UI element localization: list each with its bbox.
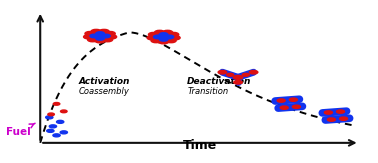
Circle shape	[163, 30, 173, 35]
Circle shape	[327, 118, 335, 121]
Circle shape	[165, 35, 174, 39]
Circle shape	[170, 36, 180, 40]
Circle shape	[95, 39, 105, 43]
Circle shape	[49, 125, 57, 128]
Circle shape	[324, 111, 332, 114]
Circle shape	[96, 37, 104, 40]
Circle shape	[96, 32, 104, 35]
Text: Fuel: Fuel	[6, 123, 35, 137]
Circle shape	[147, 36, 157, 40]
Circle shape	[249, 70, 258, 74]
Circle shape	[88, 37, 98, 42]
Circle shape	[99, 29, 109, 34]
Circle shape	[60, 131, 67, 134]
Text: Activation: Activation	[78, 77, 130, 86]
Circle shape	[336, 110, 344, 113]
Circle shape	[160, 35, 167, 38]
Circle shape	[102, 34, 110, 38]
Circle shape	[53, 134, 60, 137]
Circle shape	[105, 31, 115, 36]
Circle shape	[149, 32, 159, 37]
Circle shape	[96, 34, 104, 37]
Circle shape	[293, 105, 301, 108]
Circle shape	[46, 116, 53, 119]
Circle shape	[159, 33, 168, 36]
Circle shape	[60, 110, 67, 113]
Circle shape	[234, 81, 242, 84]
Circle shape	[90, 34, 99, 38]
Circle shape	[151, 38, 161, 43]
Circle shape	[48, 113, 54, 116]
Text: Deactivation: Deactivation	[187, 77, 252, 86]
Circle shape	[242, 73, 249, 76]
Circle shape	[107, 35, 116, 39]
Circle shape	[102, 37, 113, 42]
Circle shape	[91, 29, 101, 34]
Circle shape	[218, 70, 227, 74]
Circle shape	[227, 73, 234, 76]
Circle shape	[53, 103, 60, 105]
Circle shape	[280, 106, 288, 109]
Circle shape	[153, 35, 162, 39]
Circle shape	[84, 35, 94, 39]
Circle shape	[169, 32, 179, 37]
Circle shape	[166, 38, 176, 43]
Circle shape	[57, 120, 64, 123]
Circle shape	[85, 31, 95, 36]
Circle shape	[155, 30, 165, 35]
Text: Time: Time	[183, 139, 217, 152]
Circle shape	[290, 98, 297, 101]
Circle shape	[339, 117, 347, 120]
Text: Coassembly: Coassembly	[78, 87, 129, 96]
Circle shape	[158, 40, 169, 44]
Circle shape	[233, 75, 243, 79]
Circle shape	[47, 129, 54, 132]
Circle shape	[159, 37, 168, 41]
Text: Transition: Transition	[187, 87, 228, 96]
Circle shape	[277, 99, 285, 102]
